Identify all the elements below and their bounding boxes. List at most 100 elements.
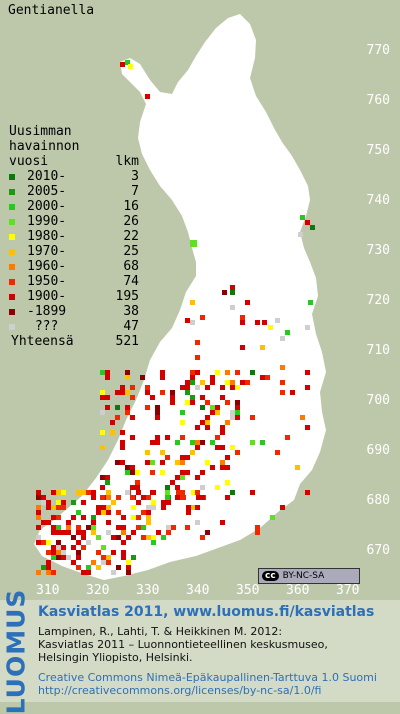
observation-square: [230, 410, 235, 415]
license-badge-text: BY-NC-SA: [282, 571, 325, 581]
observation-square: [126, 570, 131, 575]
observation-square: [136, 500, 141, 505]
observation-square: [86, 525, 91, 530]
observation-square: [205, 400, 210, 405]
observation-square: [200, 440, 205, 445]
observation-square: [106, 530, 111, 535]
legend-row: 1990- 26: [9, 214, 139, 229]
observation-square: [86, 570, 91, 575]
observation-square: [200, 485, 205, 490]
observation-square: [195, 445, 200, 450]
observation-square: [125, 60, 130, 65]
observation-square: [71, 500, 76, 505]
observation-square: [115, 390, 120, 395]
observation-square: [110, 430, 115, 435]
observation-square: [121, 540, 126, 545]
observation-square: [61, 545, 66, 550]
observation-square: [91, 525, 96, 530]
observation-square: [76, 555, 81, 560]
finland-map-graphic: [34, 14, 326, 580]
observation-square: [225, 420, 230, 425]
observation-square: [76, 565, 81, 570]
observation-square: [225, 380, 230, 385]
observation-square: [66, 555, 71, 560]
observation-square: [110, 420, 115, 425]
observation-square: [105, 370, 110, 375]
legend-header-count: lkm: [115, 154, 139, 169]
observation-square: [175, 440, 180, 445]
legend-header-year: vuosi: [9, 154, 49, 169]
observation-square: [175, 485, 180, 490]
observation-square: [195, 475, 200, 480]
license-url[interactable]: http://creativecommons.org/licenses/by-n…: [38, 684, 322, 697]
observation-square: [190, 395, 195, 400]
x-axis-label: 360: [286, 583, 310, 598]
license-text: Creative Commons Nimeä-Epäkaupallinen-Ta…: [38, 671, 377, 697]
atlas-link[interactable]: Kasviatlas 2011, www.luomus.fi/kasviatla…: [38, 604, 375, 620]
observation-square: [190, 450, 195, 455]
observation-square: [195, 355, 200, 360]
observation-square: [71, 560, 76, 565]
observation-square: [268, 325, 273, 330]
legend-count: 68: [123, 259, 139, 274]
observation-square: [180, 410, 185, 415]
observation-square: [240, 345, 245, 350]
observation-square: [235, 405, 240, 410]
observation-square: [225, 465, 230, 470]
observation-square: [36, 515, 41, 520]
observation-square: [185, 525, 190, 530]
citation-line-2: Kasviatlas 2011 – Luonnontieteellinen ke…: [38, 638, 328, 651]
observation-square: [145, 450, 150, 455]
y-axis-label: 770: [366, 43, 390, 58]
observation-square: [96, 550, 101, 555]
observation-square: [250, 370, 255, 375]
y-axis-label: 710: [366, 343, 390, 358]
legend-total-row: Yhteensä 521: [9, 334, 139, 349]
observation-square: [125, 370, 130, 375]
observation-square: [298, 232, 303, 237]
observation-square: [250, 490, 255, 495]
observation-square: [106, 560, 111, 565]
observation-square: [215, 405, 220, 410]
observation-square: [215, 445, 220, 450]
legend-row: 1950- 74: [9, 274, 139, 289]
legend-total-count: 521: [115, 334, 139, 349]
observation-square: [185, 380, 190, 385]
observation-square: [285, 330, 290, 335]
legend-row: ??? 47: [9, 319, 139, 334]
observation-square: [126, 560, 131, 565]
observation-square: [145, 94, 150, 99]
license-line-1: Creative Commons Nimeä-Epäkaupallinen-Ta…: [38, 671, 377, 684]
observation-square: [130, 470, 135, 475]
observation-square: [200, 315, 205, 320]
observation-square: [76, 510, 81, 515]
observation-square: [56, 550, 61, 555]
observation-square: [155, 415, 160, 420]
citation: Lampinen, R., Lahti, T. & Heikkinen M. 2…: [38, 625, 328, 664]
observation-square: [56, 530, 61, 535]
observation-square: [260, 440, 265, 445]
observation-square: [180, 435, 185, 440]
legend-header-line-1: Uusimman: [9, 124, 72, 139]
observation-square: [141, 535, 146, 540]
observation-square: [190, 300, 195, 305]
observation-square: [205, 425, 210, 430]
observation-square: [171, 525, 176, 530]
legend-header-line-3: vuosi lkm: [9, 154, 139, 169]
observation-square: [230, 415, 235, 420]
observation-square: [195, 440, 200, 445]
legend-count: 26: [123, 214, 139, 229]
observation-square: [130, 415, 135, 420]
y-axis-label: 700: [366, 393, 390, 408]
observation-square: [136, 490, 141, 495]
observation-square: [81, 490, 86, 495]
license-badge[interactable]: cc BY-NC-SA: [258, 568, 360, 584]
observation-square: [215, 410, 220, 415]
observation-square: [76, 540, 81, 545]
observation-square: [166, 525, 171, 530]
observation-square: [305, 325, 310, 330]
observation-square: [230, 380, 235, 385]
observation-square: [305, 220, 310, 225]
observation-square: [305, 385, 310, 390]
observation-square: [186, 505, 191, 510]
